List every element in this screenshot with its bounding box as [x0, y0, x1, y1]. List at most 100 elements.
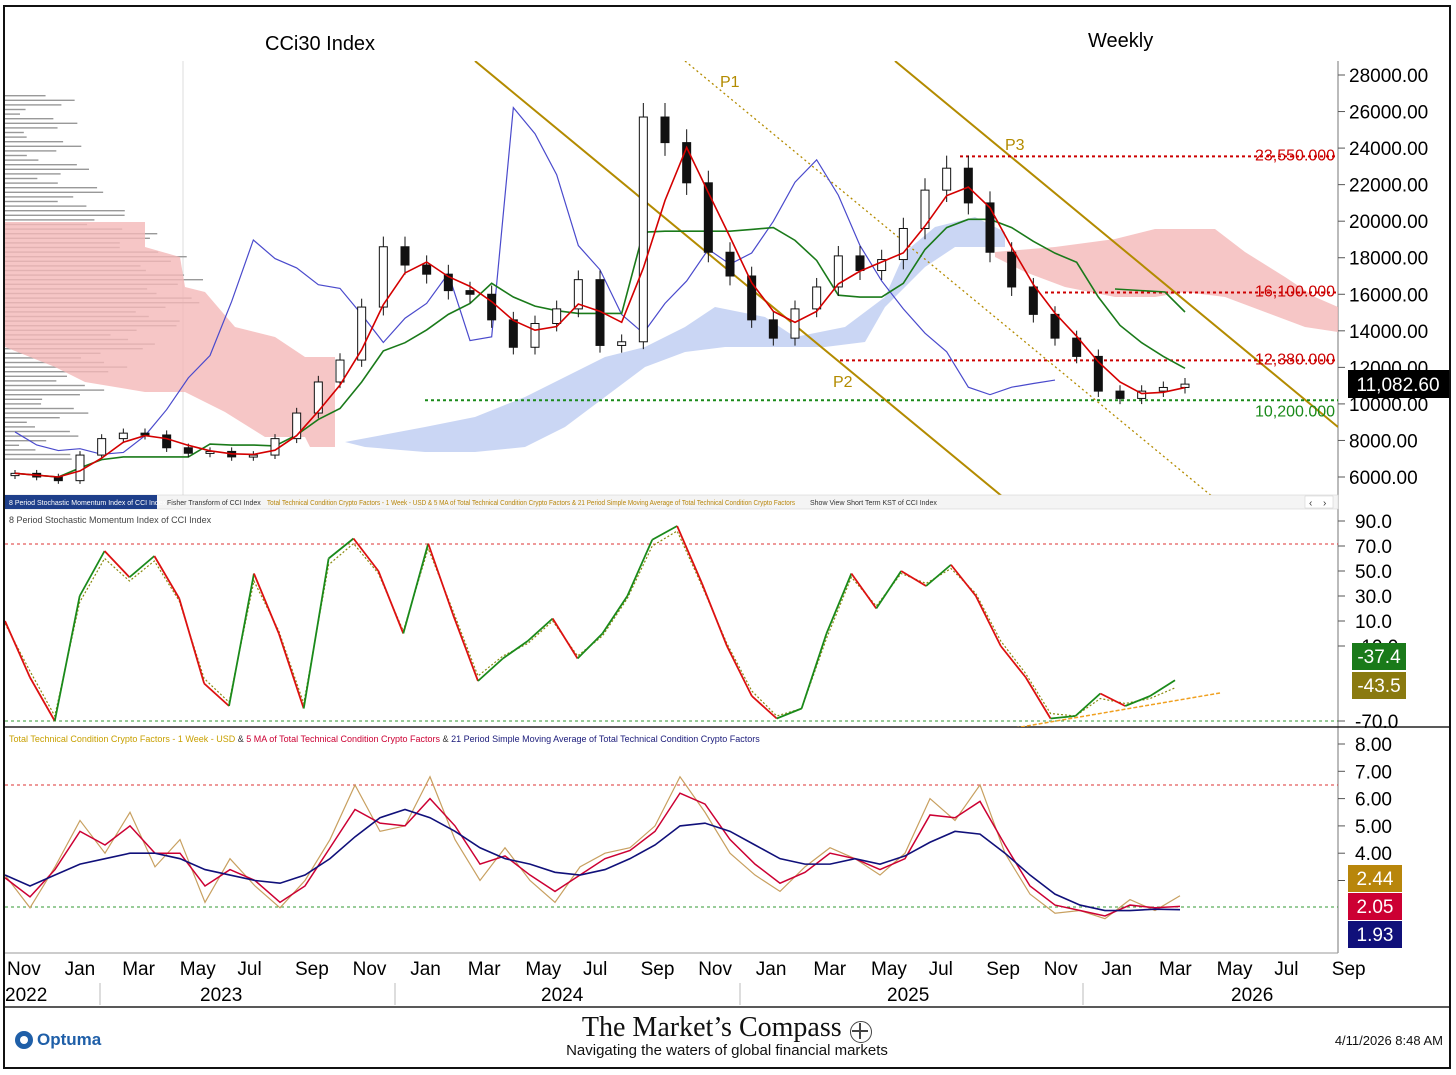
smi-segment [900, 570, 927, 587]
volume-profile-bar [5, 417, 60, 419]
smi-segment [776, 707, 802, 720]
smi-tick-label: 90.0 [1355, 512, 1392, 533]
smi-badge-2-label: -43.5 [1357, 676, 1400, 697]
indicator-tab-strip [5, 494, 1339, 510]
tab-scroll-buttons[interactable] [1304, 495, 1334, 509]
smi-segment [253, 573, 280, 634]
candle-body [1093, 355, 1103, 392]
volume-profile-bar [5, 141, 64, 143]
chart-canvas: 23,550.000 16,100.000 12,380.000 10,200.000… [5, 30, 1449, 1008]
volume-profile-bar [5, 407, 74, 410]
candle-body [508, 319, 518, 348]
month-label: May [1217, 959, 1253, 980]
smi-segment [29, 676, 56, 722]
candle-body [1072, 337, 1082, 357]
price-tick-label: 28000.00 [1349, 66, 1428, 87]
candle-body [292, 412, 302, 440]
smi-segment [651, 525, 678, 541]
month-label: Nov [7, 959, 41, 980]
volume-profile-bar [5, 458, 72, 460]
volume-profile-bar [5, 453, 71, 456]
month-label: Mar [813, 959, 846, 980]
tab-kst-label[interactable]: Show View Short Term KST of CCI Index [810, 500, 937, 507]
volume-profile-bar [5, 219, 95, 221]
month-label: Jan [410, 959, 441, 980]
brand-name: Optuma [37, 1030, 102, 1049]
smi-segment [427, 543, 454, 616]
ttc-tick-label: 5.00 [1355, 817, 1392, 838]
smi-segment [477, 657, 504, 682]
smi-segment [328, 537, 355, 560]
candle-body [963, 167, 973, 204]
candle-body [898, 227, 908, 261]
price-tick-label: 6000.00 [1349, 468, 1418, 489]
smi-segment [53, 595, 81, 722]
smi-tick-label: 50.0 [1355, 562, 1392, 583]
smi-segment [402, 543, 430, 634]
volume-profile-bar [5, 159, 39, 161]
support-resistance-levels: 23,550.000 16,100.000 12,380.000 10,200.000 [425, 147, 1338, 420]
compass-icon [850, 1020, 873, 1043]
candle-body [855, 255, 865, 272]
ttc-legend-sep-1: & [235, 734, 246, 744]
smi-segment [1000, 645, 1027, 678]
tab-scroll-right-icon[interactable]: › [1323, 498, 1326, 509]
smi-segment [975, 595, 1002, 647]
ttc-raw-line [5, 775, 1181, 920]
volume-profile-bar [5, 403, 42, 405]
candle-body [443, 273, 453, 292]
pivot-label-p3: P3 [1005, 137, 1025, 154]
channel-lower-line [474, 61, 1003, 495]
tab-smi[interactable] [5, 495, 157, 509]
smi-segment [228, 573, 255, 707]
last-price-badge [1348, 370, 1449, 398]
price-tick-label: 18000.00 [1349, 249, 1428, 270]
smi-line [5, 525, 1176, 722]
smi-segment [551, 618, 579, 659]
candle-body [465, 290, 475, 295]
ttc-tick-label: 6.00 [1355, 790, 1392, 811]
candle-body [118, 432, 128, 440]
smi-segment [1024, 676, 1052, 719]
optuma-logo: Optuma [15, 1030, 101, 1050]
volume-profile-bar [5, 122, 78, 124]
volume-profile-bar [5, 200, 58, 203]
volume-profile-bar [5, 104, 62, 106]
smi-segment [302, 558, 330, 709]
ttc-legend-series-1: Total Technical Condition Crypto Factors… [9, 734, 236, 744]
tab-fisher-label[interactable]: Fisher Transform of CCI Index [167, 500, 261, 507]
month-label: Sep [986, 959, 1020, 980]
smi-badge-1-label: -37.4 [1357, 647, 1401, 668]
channel-upper-line [894, 61, 1338, 428]
x-axis: Nov Jan Mar May Jul Sep Nov Jan Mar May Jul Sep Nov J… [5, 959, 1366, 1006]
timeframe-label: Weekly [1088, 30, 1153, 52]
candle-body [1115, 390, 1125, 399]
year-label: 2022 [5, 985, 47, 1006]
smi-segment [751, 695, 778, 720]
smi-segment [800, 633, 828, 709]
volume-profile-bar [5, 440, 47, 442]
ttc-badge-5ma [1348, 893, 1402, 920]
ttc-21sma-line [5, 808, 1181, 912]
volume-profile-bar [5, 449, 36, 451]
candle-body [97, 438, 107, 456]
ttc-badge-21sma [1348, 921, 1402, 948]
tab-ttc-label[interactable]: Total Technical Condition Crypto Factors… [267, 500, 795, 507]
volume-profile-bar [5, 214, 125, 216]
price-tick-label: 8000.00 [1349, 431, 1418, 452]
volume-profile-bar [5, 118, 54, 120]
volume-profile-bar [5, 371, 109, 373]
volume-profile-bar [5, 196, 74, 198]
candle-body [422, 264, 432, 275]
footer-timestamp: 4/11/2026 8:48 AM [1334, 1033, 1443, 1048]
tab-scroll-left-icon[interactable]: ‹ [1309, 498, 1312, 509]
ttc-badge-21sma-label: 1.93 [1357, 925, 1394, 946]
candle-body [1050, 313, 1060, 339]
pivot-label-p2: P2 [833, 374, 853, 391]
smi-segment [825, 573, 853, 634]
candle-body [660, 116, 670, 144]
smi-segment [452, 614, 479, 682]
candle-body [920, 189, 930, 229]
month-label: Jul [583, 959, 607, 980]
smi-segment [726, 645, 753, 697]
